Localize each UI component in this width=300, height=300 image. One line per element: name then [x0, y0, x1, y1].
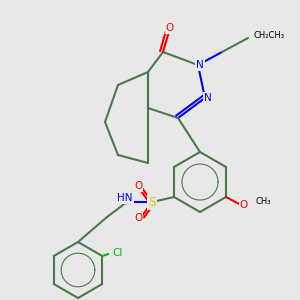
Text: HN: HN [117, 193, 133, 203]
Text: CH₂CH₃: CH₂CH₃ [253, 32, 284, 40]
Text: Cl: Cl [112, 248, 122, 258]
Text: O: O [134, 181, 142, 191]
Text: O: O [166, 23, 174, 33]
Text: N: N [204, 93, 212, 103]
Text: O: O [240, 200, 248, 210]
Text: S: S [148, 196, 156, 208]
Text: O: O [134, 213, 142, 223]
Text: CH₃: CH₃ [256, 197, 272, 206]
Text: N: N [196, 60, 204, 70]
